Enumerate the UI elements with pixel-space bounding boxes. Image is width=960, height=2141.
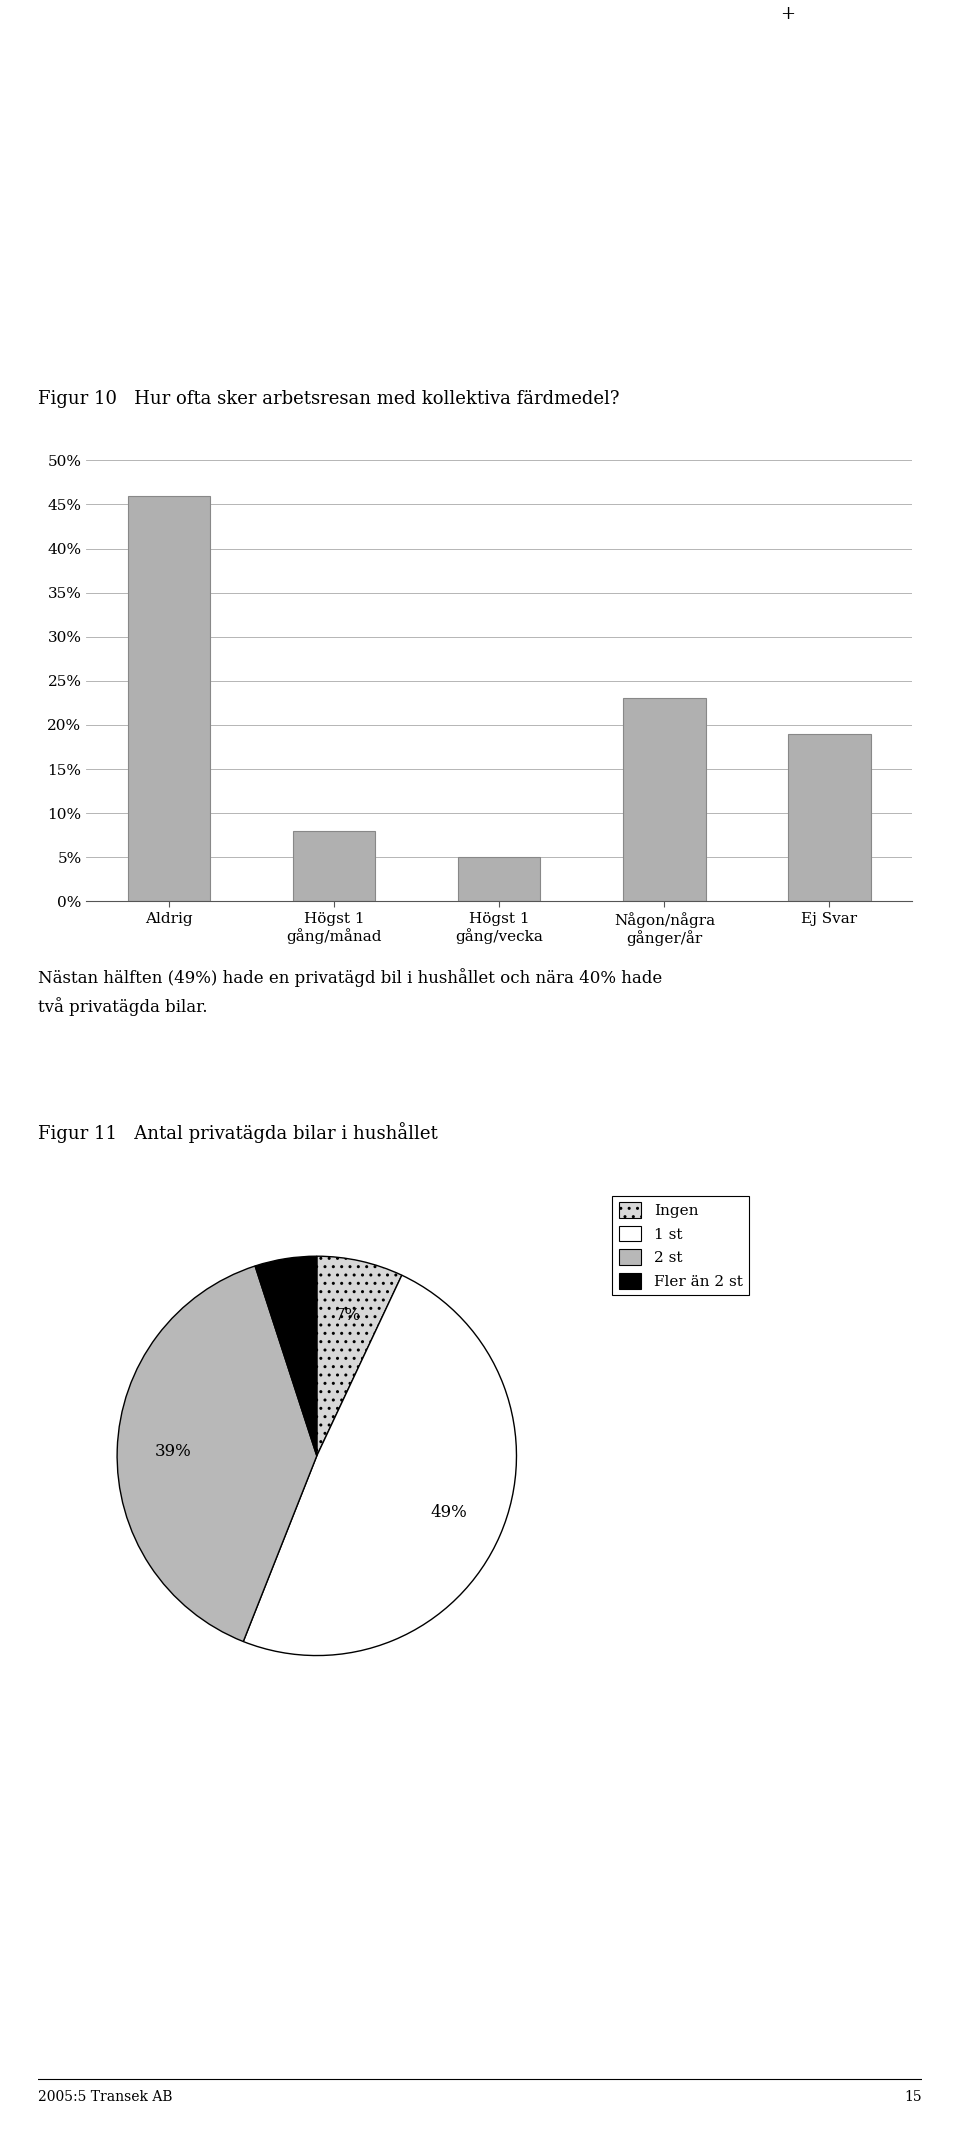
Wedge shape [317, 1257, 402, 1456]
Text: 5%: 5% [281, 1306, 307, 1323]
Text: +: + [780, 6, 795, 24]
Text: 2005:5 Transek AB: 2005:5 Transek AB [38, 2090, 173, 2105]
Wedge shape [243, 1276, 516, 1655]
Text: Nästan hälften (49%) hade en privatägd bil i hushållet och nära 40% hade
två pri: Nästan hälften (49%) hade en privatägd b… [38, 968, 662, 1017]
Text: 15: 15 [904, 2090, 922, 2105]
Wedge shape [255, 1257, 317, 1456]
Bar [623, 698, 706, 901]
Text: 7%: 7% [335, 1306, 361, 1323]
Legend: Ingen, 1 st, 2 st, Fler än 2 st: Ingen, 1 st, 2 st, Fler än 2 st [612, 1197, 749, 1295]
Wedge shape [117, 1265, 317, 1642]
Bar [458, 856, 540, 901]
Text: Figur 11   Antal privatägda bilar i hushållet: Figur 11 Antal privatägda bilar i hushål… [38, 1122, 438, 1143]
Bar [788, 734, 871, 901]
Bar [128, 495, 210, 901]
Text: 49%: 49% [430, 1505, 468, 1522]
Bar [293, 831, 375, 901]
Text: Figur 10   Hur ofta sker arbetsresan med kollektiva färdmedel?: Figur 10 Hur ofta sker arbetsresan med k… [38, 390, 620, 407]
Text: 39%: 39% [155, 1443, 191, 1460]
